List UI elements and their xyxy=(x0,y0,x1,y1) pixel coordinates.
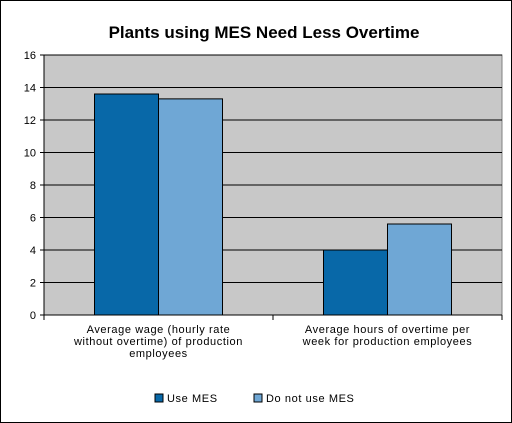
legend-swatch xyxy=(154,393,164,403)
y-tick-label: 14 xyxy=(24,83,36,95)
y-tick-label: 16 xyxy=(24,50,36,62)
y-tick-label: 6 xyxy=(30,213,36,225)
bars xyxy=(94,93,452,316)
y-tick-label: 12 xyxy=(24,115,36,127)
y-axis-ticks: 0 2 4 6 8 10 12 14 16 xyxy=(24,50,44,322)
bar-do-not-use-mes-2 xyxy=(387,223,452,316)
legend-swatch xyxy=(253,393,263,403)
legend-label: Use MES xyxy=(167,393,218,405)
bar-do-not-use-mes-1 xyxy=(158,98,223,316)
chart-title: Plants using MES Need Less Overtime xyxy=(109,23,420,42)
x-category-label: Average wage (hourly rate xyxy=(87,324,231,336)
x-category-label: week for production employees xyxy=(302,336,473,348)
y-tick-label: 10 xyxy=(24,148,36,160)
legend: Use MES Do not use MES xyxy=(154,393,355,405)
x-category-label: Average hours of overtime per xyxy=(305,324,470,336)
bar-use-mes-1 xyxy=(94,93,159,316)
y-tick-label: 0 xyxy=(30,310,36,322)
y-tick-label: 2 xyxy=(30,278,36,290)
x-category-label: employees xyxy=(129,348,188,360)
y-tick-label: 8 xyxy=(30,180,36,192)
x-category-label: without overtime) of production xyxy=(73,336,243,348)
y-tick-label: 4 xyxy=(30,245,36,257)
legend-label: Do not use MES xyxy=(266,393,355,405)
bar-use-mes-2 xyxy=(323,249,388,316)
